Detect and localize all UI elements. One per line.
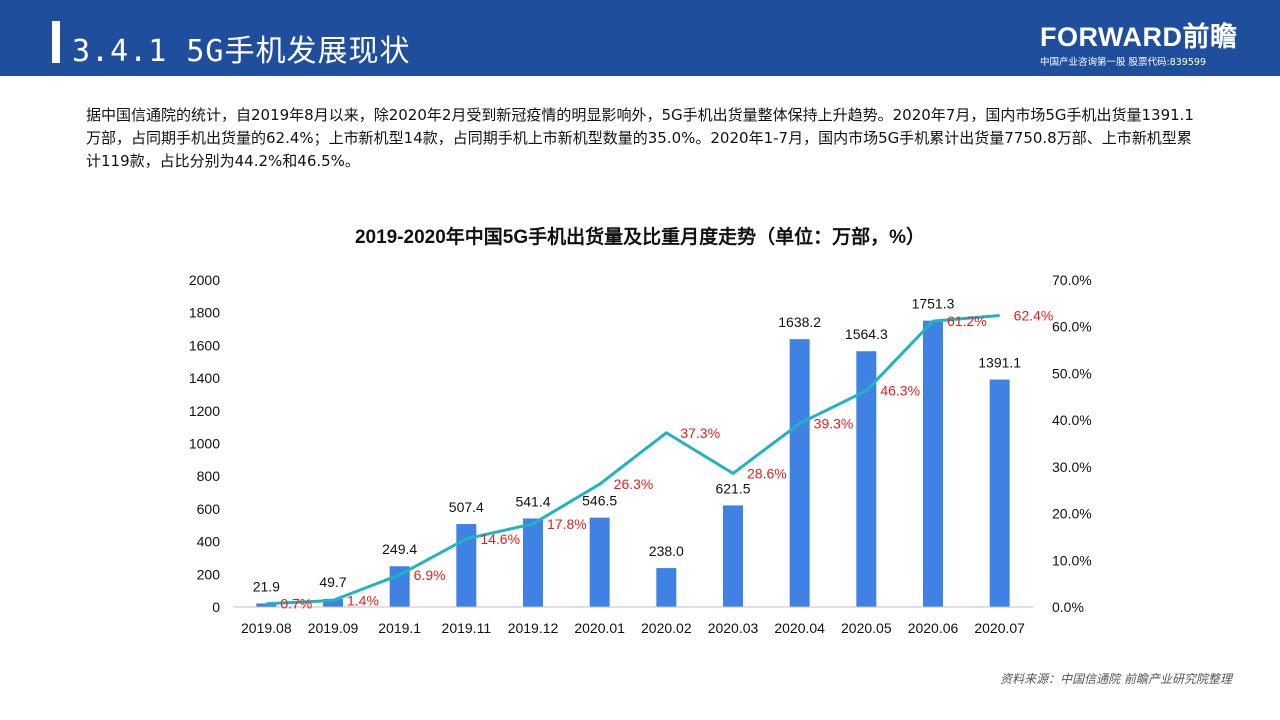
category-label: 2020.06 bbox=[908, 620, 959, 636]
right-axis: 0.0% 10.0% 20.0% 30.0% 40.0% 50.0% 60.0% 70.0% bbox=[1052, 272, 1092, 615]
category-label: 2020.01 bbox=[574, 620, 625, 636]
percent-value-label: 6.9% bbox=[414, 567, 446, 583]
share-line bbox=[266, 314, 1000, 606]
left-axis-tick-label: 2000 bbox=[189, 272, 220, 288]
left-axis-tick-label: 200 bbox=[197, 566, 221, 582]
percent-data-labels: 0.7% 1.4% 6.9% 14.6% 17.8% 26.3% 37.3% 28.6% 39.… bbox=[280, 308, 1053, 612]
percent-value-label: 28.6% bbox=[747, 465, 787, 481]
category-label: 2019.08 bbox=[241, 620, 292, 636]
percent-value-label: 26.3% bbox=[614, 476, 654, 492]
bar-value-label: 1564.3 bbox=[845, 326, 888, 342]
bar-value-label: 541.4 bbox=[515, 493, 550, 509]
chart-title: 2019-2020年中国5G手机出货量及比重月度走势（单位：万部，%） bbox=[354, 227, 926, 248]
right-axis-tick-label: 70.0% bbox=[1052, 272, 1092, 288]
right-axis-tick-label: 30.0% bbox=[1052, 459, 1092, 475]
right-axis-tick-label: 50.0% bbox=[1052, 365, 1092, 381]
bar bbox=[456, 524, 477, 607]
percent-value-label: 17.8% bbox=[547, 516, 587, 532]
bar bbox=[723, 505, 743, 607]
right-axis-tick-label: 60.0% bbox=[1052, 319, 1092, 335]
left-axis-tick-label: 1600 bbox=[189, 337, 220, 353]
category-label: 2019.1 bbox=[378, 620, 421, 636]
left-axis: 0 200 400 600 800 1000 1200 1400 1600 1800 2000 bbox=[189, 272, 220, 615]
bar-value-label: 546.5 bbox=[582, 493, 617, 509]
bar bbox=[989, 379, 1010, 607]
line-series bbox=[266, 314, 1000, 606]
left-axis-tick-label: 0 bbox=[212, 599, 220, 615]
bar-series bbox=[256, 320, 1010, 607]
bar bbox=[589, 517, 610, 607]
header-banner: 3.4.1 5G手机发展现状 FORWARD前瞻 中国产业咨询第一股 股票代码:… bbox=[0, 0, 1280, 76]
bar bbox=[789, 339, 810, 607]
percent-value-label: 0.7% bbox=[280, 596, 312, 612]
intro-paragraph: 据中国信通院的统计，自2019年8月以来，除2020年2月受到新冠疫情的明显影响… bbox=[86, 106, 1194, 170]
bar bbox=[923, 320, 943, 607]
category-label: 2019.11 bbox=[442, 620, 492, 636]
brand-logo-text: FORWARD前瞻 bbox=[1040, 22, 1238, 52]
percent-value-label: 61.2% bbox=[947, 313, 987, 329]
bar bbox=[856, 351, 877, 607]
brand-logo: FORWARD前瞻 中国产业咨询第一股 股票代码:839599 bbox=[1040, 22, 1240, 68]
right-axis-tick-label: 40.0% bbox=[1052, 412, 1092, 428]
left-axis-tick-label: 1800 bbox=[189, 305, 220, 321]
brand-logo-subtitle: 中国产业咨询第一股 股票代码:839599 bbox=[1040, 57, 1206, 68]
left-axis-tick-label: 800 bbox=[197, 468, 221, 484]
bar-value-label: 1638.2 bbox=[778, 314, 821, 330]
category-label: 2020.02 bbox=[641, 620, 692, 636]
bar-value-label: 238.0 bbox=[649, 543, 684, 559]
category-label: 2019.12 bbox=[508, 620, 559, 636]
source-note: 资料来源：中国信通院 前瞻产业研究院整理 bbox=[1000, 672, 1232, 686]
bar-value-label: 21.9 bbox=[253, 578, 280, 594]
bar-value-label: 249.4 bbox=[382, 541, 417, 557]
category-label: 2020.07 bbox=[974, 620, 1025, 636]
left-axis-tick-label: 1400 bbox=[189, 370, 220, 386]
header-accent-bar bbox=[52, 21, 60, 63]
percent-value-label: 1.4% bbox=[347, 592, 379, 608]
left-axis-tick-label: 1000 bbox=[189, 436, 220, 452]
right-axis-tick-label: 20.0% bbox=[1052, 506, 1092, 522]
percent-value-label: 14.6% bbox=[480, 531, 520, 547]
left-axis-tick-label: 1200 bbox=[189, 403, 220, 419]
category-label: 2020.03 bbox=[708, 620, 759, 636]
percent-value-label: 39.3% bbox=[814, 415, 854, 431]
category-label: 2020.05 bbox=[841, 620, 892, 636]
bar-value-label: 1751.3 bbox=[912, 296, 955, 312]
category-label: 2020.04 bbox=[774, 620, 825, 636]
category-label: 2019.09 bbox=[308, 620, 359, 636]
bar-data-labels: 21.9 49.7 249.4 507.4 541.4 546.5 238.0 621.5 16… bbox=[253, 296, 1022, 595]
bar bbox=[656, 568, 677, 607]
percent-value-label: 62.4% bbox=[1014, 308, 1054, 324]
left-axis-tick-label: 400 bbox=[197, 534, 221, 550]
bar-value-label: 621.5 bbox=[715, 480, 750, 496]
bar bbox=[523, 518, 543, 607]
bar bbox=[256, 603, 277, 607]
page-title: 3.4.1 5G手机发展现状 bbox=[72, 34, 411, 69]
left-axis-tick-label: 600 bbox=[197, 501, 221, 517]
bar-value-label: 1391.1 bbox=[978, 355, 1021, 371]
right-axis-tick-label: 10.0% bbox=[1052, 552, 1092, 568]
bar-value-label: 507.4 bbox=[449, 499, 484, 515]
percent-value-label: 46.3% bbox=[880, 383, 920, 399]
right-axis-tick-label: 0.0% bbox=[1052, 599, 1084, 615]
category-axis: 2019.08 2019.09 2019.1 2019.11 2019.12 2020.0… bbox=[241, 620, 1025, 636]
bar bbox=[323, 598, 343, 607]
percent-value-label: 37.3% bbox=[680, 425, 720, 441]
bar-value-label: 49.7 bbox=[319, 574, 346, 590]
